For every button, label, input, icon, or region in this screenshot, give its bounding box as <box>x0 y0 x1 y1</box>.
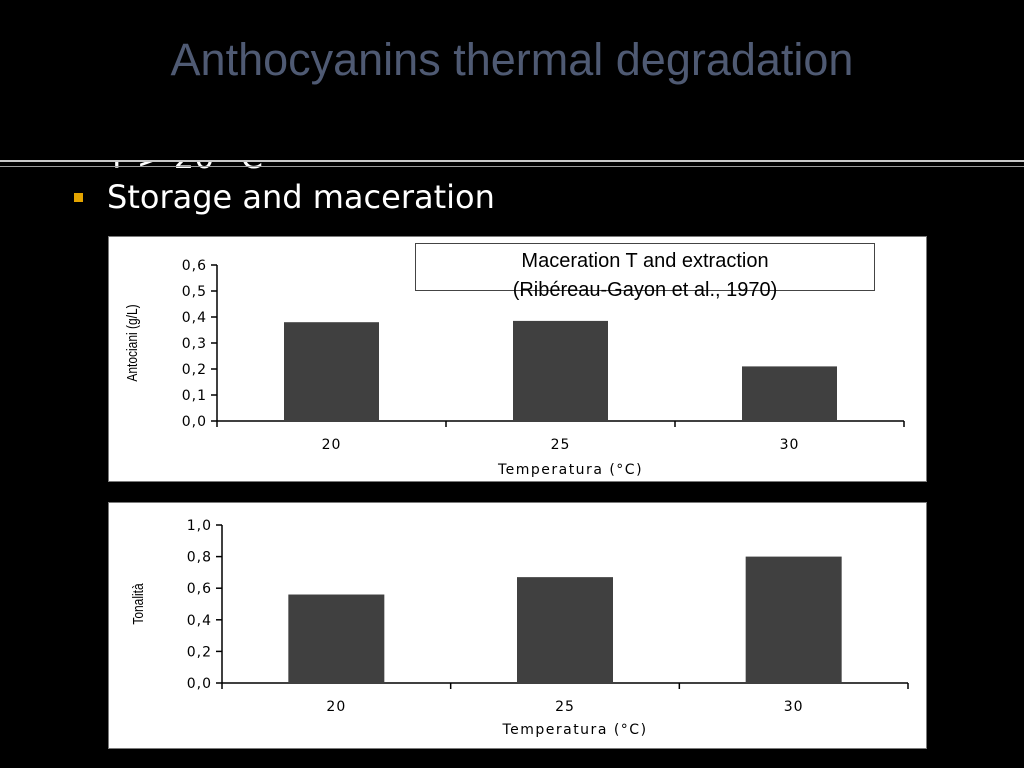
caption-line-2: (Ribéreau-Gayon et al., 1970) <box>512 279 778 301</box>
slide-title: Anthocyanins thermal degradation <box>170 34 854 85</box>
title-bar: Anthocyanins thermal degradation <box>0 0 1024 160</box>
bar-30 <box>742 366 837 421</box>
y-tick-label: 0,2 <box>182 362 207 378</box>
x-tick-label: 20 <box>322 437 342 453</box>
y-tick-label: 0,0 <box>187 676 212 692</box>
y-tick-label: 0,2 <box>187 644 212 660</box>
chart-anthocyanins: 0,0 0,1 0,2 0,3 0,4 0,5 0,6 20 25 30 Temperatura (… <box>108 236 927 482</box>
bar-25 <box>517 577 613 683</box>
y-axis-label: Antociani (g/L) <box>124 304 141 381</box>
y-tick-label: 0,4 <box>187 613 212 629</box>
y-tick-label: 0,3 <box>182 336 207 352</box>
bar-30 <box>745 556 842 683</box>
y-tick-label: 0,1 <box>182 388 207 404</box>
chart-caption: Maceration T and extraction (Ribéreau-Ga… <box>415 243 875 301</box>
x-tick-label: 25 <box>551 437 571 453</box>
y-tick-label: 0,6 <box>187 581 212 597</box>
x-tick-label: 25 <box>555 699 575 715</box>
x-tick-label: 30 <box>780 437 800 453</box>
y-tick-label: 0,4 <box>182 310 207 326</box>
x-axis-label: Temperatura (°C) <box>501 722 647 738</box>
y-axis-label: Tonalità <box>130 583 147 625</box>
y-tick-label: 0,8 <box>187 550 212 566</box>
bullet-text-1: T > 20 °C <box>107 160 263 170</box>
divider-line <box>0 160 1024 162</box>
y-tick-label: 0,0 <box>182 414 207 430</box>
y-tick-label: 0,5 <box>182 284 207 300</box>
y-tick-label: 0,6 <box>182 258 207 274</box>
bar-20 <box>288 594 385 683</box>
x-axis-label: Temperatura (°C) <box>497 462 643 478</box>
divider-line-2 <box>0 166 1024 167</box>
bullet-text-2: Storage and maceration <box>107 178 495 216</box>
y-tick-label: 1,0 <box>187 518 212 534</box>
bullet-marker-2 <box>74 193 83 202</box>
x-tick-label: 30 <box>784 699 804 715</box>
chart-tonality-svg: 0,0 0,2 0,4 0,6 0,8 1,0 20 25 30 Temperatura (°C)… <box>130 518 909 738</box>
chart-anthocyanins-svg: 0,0 0,1 0,2 0,3 0,4 0,5 0,6 20 25 30 Temperatura (… <box>124 258 905 478</box>
x-tick-label: 20 <box>326 699 346 715</box>
bar-25 <box>513 320 608 421</box>
bar-20 <box>284 322 379 421</box>
caption-line-1: Maceration T and extraction <box>521 250 769 272</box>
chart-tonality: 0,0 0,2 0,4 0,6 0,8 1,0 20 25 30 Temperatura (°C)… <box>108 502 927 749</box>
